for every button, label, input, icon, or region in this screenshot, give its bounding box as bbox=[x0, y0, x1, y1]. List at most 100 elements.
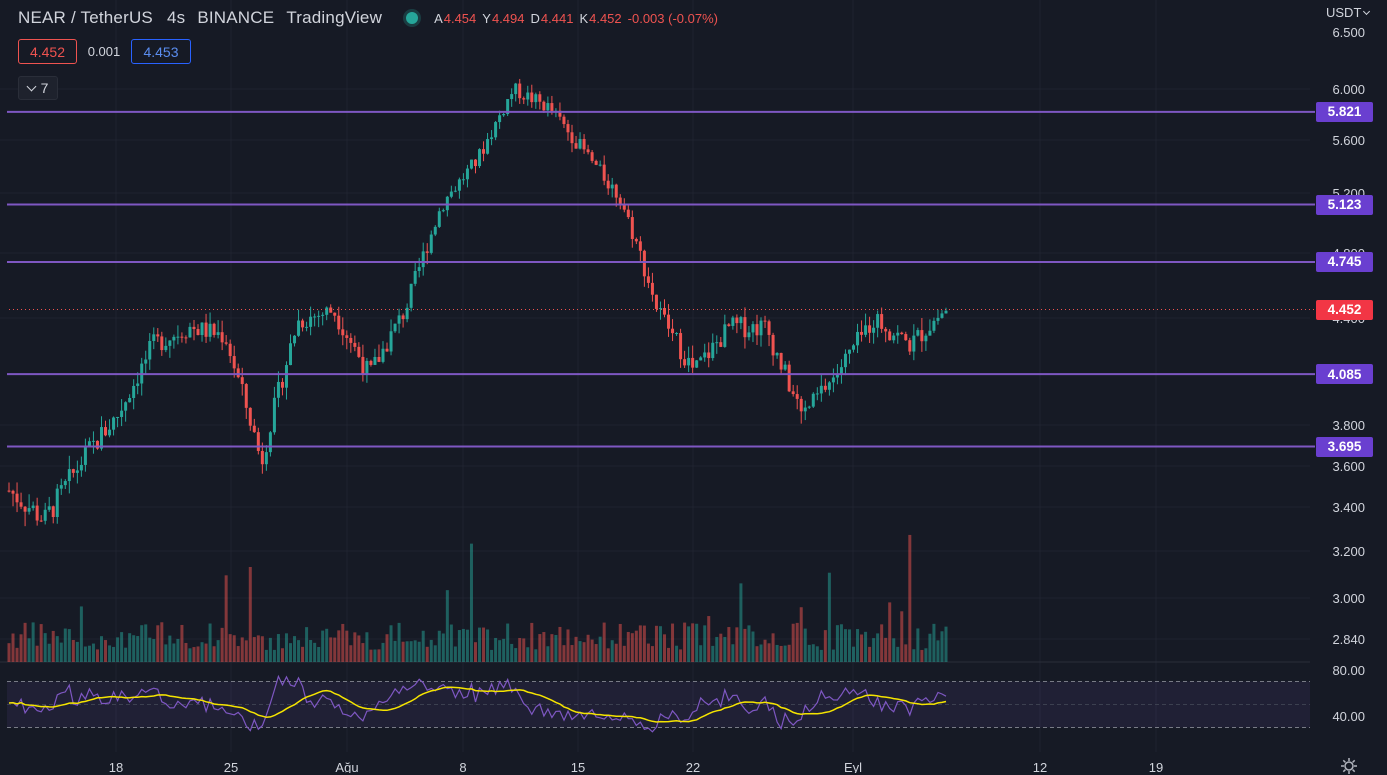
candle-body bbox=[337, 315, 341, 330]
candle-body bbox=[847, 349, 851, 354]
volume-bar bbox=[904, 644, 908, 662]
volume-bar bbox=[900, 611, 904, 662]
ohlc-key: K bbox=[579, 10, 589, 26]
candle-body bbox=[317, 315, 321, 317]
volume-bar bbox=[626, 631, 630, 662]
volume-bar bbox=[228, 634, 232, 662]
candle-body bbox=[385, 348, 389, 352]
volume-bar bbox=[236, 646, 240, 662]
time-tick-label: 18 bbox=[109, 760, 123, 773]
volume-bar bbox=[884, 637, 888, 662]
symbol-name[interactable]: NEAR / TetherUS bbox=[18, 8, 153, 27]
volume-bar bbox=[108, 645, 112, 662]
volume-bar bbox=[168, 635, 172, 662]
volume-bar bbox=[920, 649, 924, 662]
currency-selector[interactable]: USDT bbox=[1326, 5, 1371, 20]
candle-body bbox=[574, 143, 578, 149]
candle-body bbox=[192, 326, 196, 330]
candle-body bbox=[361, 356, 365, 374]
volume-bar bbox=[405, 641, 409, 662]
candle-body bbox=[558, 110, 562, 117]
volume-bar bbox=[240, 637, 244, 662]
interval-label[interactable]: 4s bbox=[166, 8, 186, 27]
volume-bar bbox=[522, 638, 526, 662]
volume-bar bbox=[876, 633, 880, 662]
candle-body bbox=[268, 432, 272, 453]
candle-body bbox=[839, 367, 843, 374]
volume-bar bbox=[425, 646, 429, 662]
candle-body bbox=[916, 330, 920, 336]
volume-bar bbox=[727, 627, 731, 662]
candle-body bbox=[441, 210, 445, 212]
candle-body bbox=[759, 320, 763, 336]
volume-bar bbox=[819, 649, 823, 662]
candle-body bbox=[719, 342, 723, 347]
candle-body bbox=[530, 92, 534, 103]
level-price-label: 5.123 bbox=[1316, 194, 1373, 215]
volume-bar bbox=[140, 625, 144, 662]
candle-body bbox=[679, 333, 683, 360]
horizontal-levels[interactable] bbox=[7, 110, 1315, 448]
volume-bar bbox=[216, 640, 220, 662]
buy-button[interactable]: 4.453 bbox=[131, 39, 191, 64]
sell-button[interactable]: 4.452 bbox=[18, 39, 77, 64]
candle-body bbox=[779, 352, 783, 370]
volume-bar bbox=[534, 649, 538, 662]
volume-bar bbox=[433, 645, 437, 662]
volume-bar bbox=[872, 638, 876, 662]
volume-bar bbox=[747, 625, 751, 662]
volume-bar bbox=[924, 648, 928, 662]
volume-bar bbox=[667, 647, 671, 662]
candle-body bbox=[11, 490, 15, 494]
volume-bar bbox=[361, 643, 365, 662]
candle-body bbox=[856, 331, 860, 346]
volume-bar bbox=[538, 634, 542, 662]
time-tick-label: 22 bbox=[686, 760, 700, 773]
candle-body bbox=[598, 164, 602, 166]
volume-bar bbox=[731, 644, 735, 662]
volume-bar bbox=[638, 625, 642, 662]
candle-body bbox=[518, 83, 522, 99]
volume-bar bbox=[594, 644, 598, 662]
volume-bar bbox=[860, 634, 864, 662]
volume-bar bbox=[606, 648, 610, 662]
candle-body bbox=[369, 360, 373, 365]
candle-body bbox=[349, 337, 353, 343]
candle-body bbox=[928, 330, 932, 336]
candle-body bbox=[425, 251, 429, 253]
volume-bar bbox=[835, 625, 839, 662]
volume-bar bbox=[196, 646, 200, 662]
candle-body bbox=[835, 373, 839, 378]
candle-body bbox=[578, 138, 582, 149]
volume-bar bbox=[63, 628, 67, 662]
candle-body bbox=[683, 359, 687, 366]
candle-body bbox=[35, 505, 39, 521]
candle-body bbox=[325, 307, 329, 315]
candle-body bbox=[67, 469, 71, 482]
candle-body bbox=[357, 346, 361, 357]
candle-body bbox=[200, 322, 204, 336]
volume-bar bbox=[305, 627, 309, 662]
time-tick-label: Ağu bbox=[335, 760, 358, 773]
candle-body bbox=[687, 357, 691, 366]
volume-bar bbox=[124, 647, 128, 662]
volume-bar bbox=[469, 543, 473, 662]
candle-body bbox=[482, 149, 486, 154]
volume-bar bbox=[337, 630, 341, 662]
candle-body bbox=[160, 336, 164, 351]
candle-body bbox=[152, 334, 156, 342]
candle-body bbox=[23, 506, 27, 512]
candle-body bbox=[522, 98, 526, 100]
candle-body bbox=[120, 410, 124, 417]
time-axis[interactable]: 18 25 Ağu 8 15 22 Eyl 12 19 bbox=[109, 760, 1163, 773]
volume-bar bbox=[313, 642, 317, 662]
volume-bar bbox=[807, 644, 811, 662]
volume-bar bbox=[377, 649, 381, 662]
candle-body bbox=[880, 314, 884, 329]
volume-bar bbox=[578, 641, 582, 662]
indicators-toggle-button[interactable]: 7 bbox=[18, 76, 58, 100]
volume-bar bbox=[586, 634, 590, 662]
candle-body bbox=[638, 241, 642, 251]
gear-icon[interactable] bbox=[1340, 757, 1358, 775]
